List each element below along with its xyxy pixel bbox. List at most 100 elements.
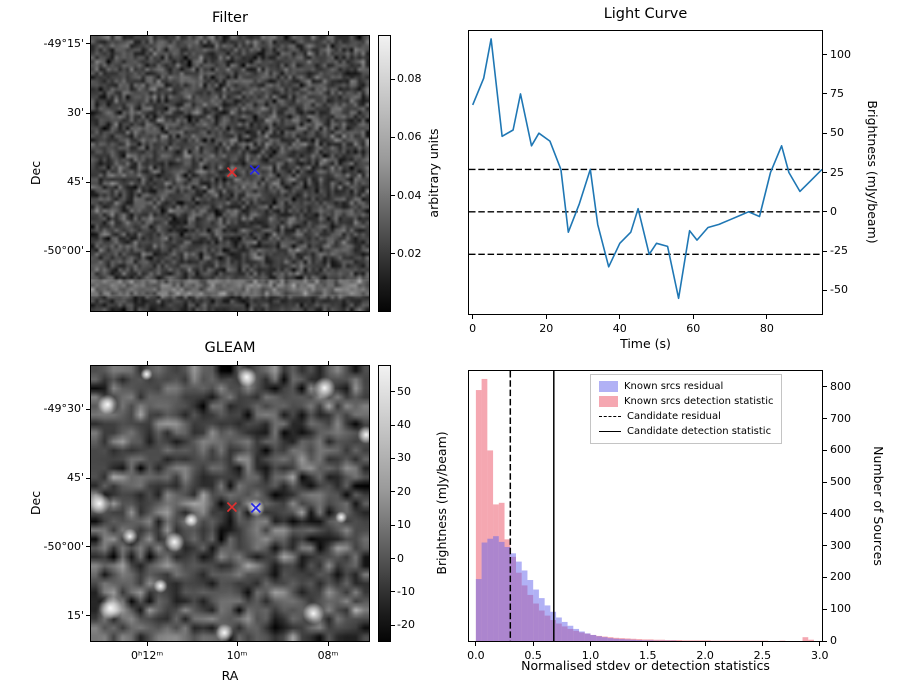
- tick-mark: [823, 172, 827, 173]
- filter-ylabel: Dec: [28, 160, 43, 186]
- y-tick-label: 50: [830, 126, 844, 140]
- y-tick-label: 45': [66, 471, 84, 485]
- gleam-image[interactable]: [90, 365, 370, 642]
- y-tick-label: -50°00': [43, 244, 85, 258]
- y-tick-label: 100: [830, 602, 851, 616]
- histogram-bars: [475, 371, 814, 641]
- lightcurve-line: [469, 38, 823, 300]
- tick-mark: [619, 315, 621, 319]
- x-tick-label: 80: [759, 322, 774, 335]
- y-tick-label: -49°30': [43, 402, 85, 416]
- tick-mark: [86, 181, 90, 183]
- colorbar-tick-label: 30: [397, 451, 411, 465]
- x-tick-label: 0ʰ12ᵐ: [130, 649, 164, 662]
- tick-mark: [823, 132, 827, 134]
- y-tick-label: 700: [830, 411, 851, 425]
- filter-title: Filter: [212, 10, 248, 26]
- legend-row-detstat: Known srcs detection statistic: [599, 394, 773, 409]
- filter-image[interactable]: [90, 35, 370, 312]
- tick-mark: [236, 361, 238, 365]
- colorbar-tick-label: 40: [397, 418, 411, 432]
- legend-label-residual: Known srcs residual: [624, 380, 724, 392]
- y-tick-label: 0: [830, 634, 837, 647]
- tick-mark: [86, 615, 90, 617]
- tick-mark: [823, 93, 827, 95]
- colorbar-tick-label: 50: [397, 384, 411, 398]
- tick-mark: [823, 608, 827, 610]
- histogram-xlabel: Normalised stdev or detection statistics: [521, 658, 770, 673]
- colorbar-tick-mark: [391, 78, 395, 80]
- lightcurve-xlabel: Time (s): [620, 336, 671, 351]
- gleam-xlabel: RA: [221, 668, 239, 683]
- colorbar-tick-label: 20: [397, 484, 411, 498]
- x-tick-label: 08ᵐ: [317, 649, 339, 662]
- filter-colorbar: [378, 35, 391, 312]
- legend: Known srcs residual Known srcs detection…: [590, 374, 783, 444]
- y-tick-label: 0: [830, 204, 837, 218]
- colorbar-tick-mark: [391, 457, 395, 459]
- tick-mark: [823, 640, 827, 642]
- colorbar-tick-label: 0.08: [397, 72, 422, 86]
- colorbar-tick-mark: [391, 424, 395, 426]
- x-tick-label: 0: [469, 322, 477, 335]
- colorbar-tick-mark: [391, 253, 395, 255]
- legend-row-candidate-detstat: Candidate detection statistic: [599, 424, 773, 439]
- y-tick-label: 800: [830, 379, 851, 393]
- tick-mark: [475, 642, 477, 646]
- x-tick-label: 20: [539, 322, 554, 335]
- colorbar-tick-label: -20: [397, 618, 415, 632]
- tick-mark: [589, 642, 591, 646]
- tick-mark: [823, 513, 827, 515]
- gleam-colorbar-label: Brightness (mJy/beam): [434, 431, 449, 575]
- gleam-title: GLEAM: [204, 340, 256, 356]
- colorbar-tick-mark: [391, 491, 395, 493]
- x-tick-label: 40: [612, 322, 627, 335]
- colorbar-tick-mark: [391, 624, 395, 626]
- legend-row-candidate-residual: Candidate residual: [599, 409, 773, 424]
- tick-mark: [327, 642, 329, 646]
- tick-mark: [823, 418, 827, 420]
- x-tick-label: 2.0: [696, 649, 714, 662]
- colorbar-tick-label: 0.02: [397, 246, 422, 260]
- legend-label-detstat: Known srcs detection statistic: [624, 395, 774, 407]
- tick-mark: [472, 315, 474, 319]
- y-tick-label: 30': [66, 106, 84, 120]
- lightcurve-plot[interactable]: [468, 30, 823, 315]
- colorbar-tick-mark: [391, 591, 395, 593]
- tick-mark: [327, 31, 329, 35]
- legend-dashed-line-sample: [599, 416, 621, 417]
- tick-mark: [327, 361, 329, 365]
- tick-mark: [823, 449, 827, 451]
- tick-mark: [236, 642, 238, 646]
- tick-mark: [327, 312, 329, 316]
- tick-mark: [647, 642, 649, 646]
- y-tick-label: 100: [830, 47, 851, 61]
- colorbar-tick-label: -10: [397, 584, 415, 598]
- y-tick-label: 200: [830, 570, 851, 584]
- legend-swatch-residual: [599, 381, 618, 392]
- colorbar-tick-label: 0.06: [397, 130, 422, 144]
- colorbar-tick-mark: [391, 558, 395, 560]
- tick-mark: [86, 112, 90, 114]
- tick-mark: [823, 481, 827, 483]
- tick-mark: [236, 312, 238, 316]
- tick-mark: [823, 54, 827, 56]
- x-tick-label: 1.0: [581, 649, 600, 662]
- y-tick-label: 25: [830, 165, 844, 179]
- tick-mark: [823, 289, 827, 291]
- filter-markers: [226, 164, 260, 178]
- tick-mark: [146, 31, 148, 35]
- tick-mark: [823, 545, 827, 547]
- tick-mark: [146, 312, 148, 316]
- x-tick-label: 60: [686, 322, 701, 335]
- colorbar-tick-label: 10: [397, 518, 411, 532]
- colorbar-tick-mark: [391, 524, 395, 526]
- colorbar-tick-label: 0.04: [397, 188, 422, 202]
- tick-mark: [761, 642, 763, 646]
- y-tick-label: -50°00': [43, 539, 85, 553]
- gleam-noise-canvas: [91, 366, 369, 641]
- x-tick-label: 0.0: [467, 649, 485, 662]
- x-tick-label: 10ᵐ: [226, 649, 248, 662]
- tick-mark: [86, 43, 90, 45]
